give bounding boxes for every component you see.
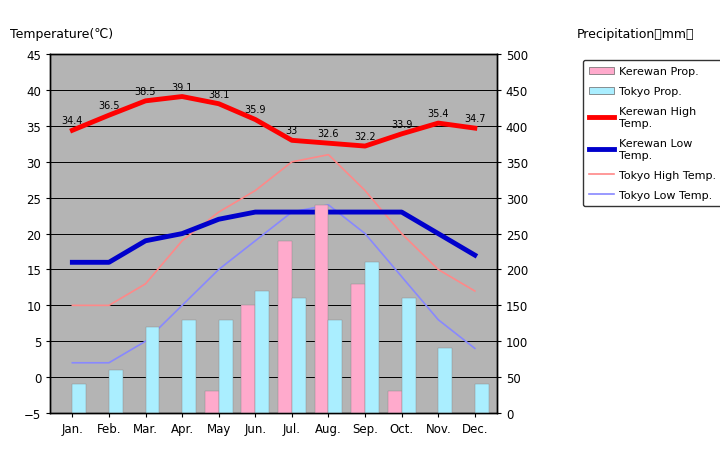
Text: 35.9: 35.9 bbox=[245, 105, 266, 115]
Text: 38.1: 38.1 bbox=[208, 90, 230, 100]
Text: Temperature(℃): Temperature(℃) bbox=[10, 28, 113, 41]
Bar bbox=[278, 241, 292, 413]
Text: 36.5: 36.5 bbox=[98, 101, 120, 111]
Text: 32.6: 32.6 bbox=[318, 129, 339, 139]
Bar bbox=[292, 298, 306, 413]
Text: 33: 33 bbox=[286, 126, 298, 136]
Text: 39.1: 39.1 bbox=[171, 82, 193, 92]
Bar bbox=[315, 206, 328, 413]
Bar bbox=[388, 392, 402, 413]
Bar bbox=[72, 385, 86, 413]
Text: 38.5: 38.5 bbox=[135, 87, 156, 96]
Bar bbox=[365, 263, 379, 413]
Bar bbox=[351, 284, 365, 413]
Bar bbox=[328, 320, 343, 413]
Bar bbox=[438, 349, 452, 413]
Bar bbox=[475, 385, 489, 413]
Bar bbox=[204, 392, 219, 413]
Text: 34.4: 34.4 bbox=[62, 116, 83, 126]
Text: Precipitation（mm）: Precipitation（mm） bbox=[577, 28, 695, 41]
Bar bbox=[109, 370, 123, 413]
Text: 34.7: 34.7 bbox=[464, 114, 485, 124]
Text: 33.9: 33.9 bbox=[391, 120, 413, 129]
Text: 35.4: 35.4 bbox=[428, 109, 449, 119]
Bar bbox=[256, 291, 269, 413]
Bar bbox=[241, 306, 256, 413]
Bar bbox=[402, 298, 415, 413]
Bar bbox=[182, 320, 196, 413]
Legend: Kerewan Prop., Tokyo Prop., Kerewan High
Temp., Kerewan Low
Temp., Tokyo High Te: Kerewan Prop., Tokyo Prop., Kerewan High… bbox=[582, 61, 720, 207]
Text: 32.2: 32.2 bbox=[354, 132, 376, 142]
Bar bbox=[219, 320, 233, 413]
Bar bbox=[145, 327, 159, 413]
